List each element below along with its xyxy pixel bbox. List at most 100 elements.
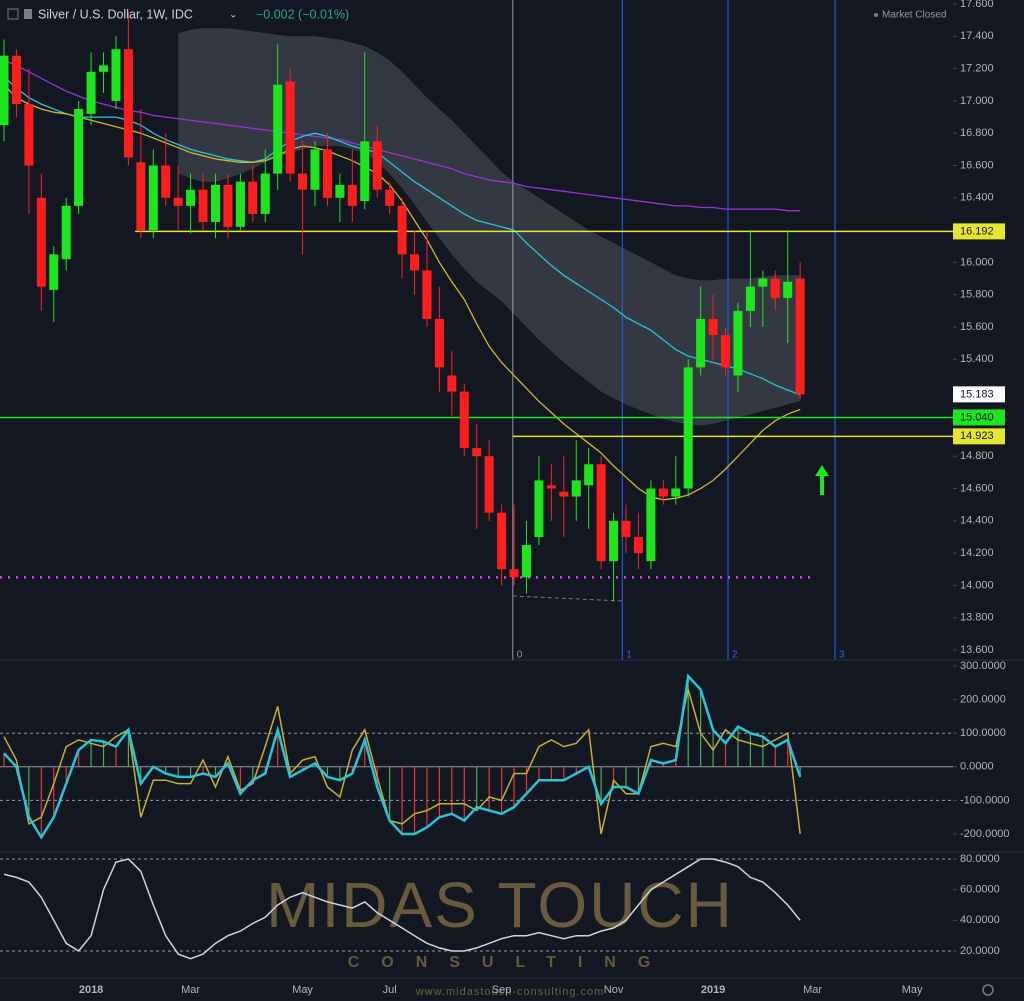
candle-body: [285, 81, 295, 174]
candle-body: [223, 184, 233, 227]
candle-body: [136, 162, 146, 231]
candle-body: [372, 141, 382, 190]
candle-body: [210, 184, 220, 223]
market-status: Market Closed: [882, 10, 946, 21]
candle-body: [459, 391, 469, 449]
symbol-title[interactable]: Silver / U.S. Dollar, 1W, IDC: [38, 7, 193, 21]
y-tick-label: 80.0000: [960, 853, 1000, 865]
level-label-box: [953, 223, 1005, 240]
candle-body: [360, 141, 370, 202]
candle-body: [497, 512, 507, 570]
candle-body: [0, 55, 9, 126]
candle-body: [646, 488, 656, 562]
candle-body: [621, 520, 631, 537]
y-tick-label: 300.0000: [960, 660, 1006, 672]
candle-body: [484, 456, 494, 513]
symbol-icon: [24, 9, 32, 19]
level-label: 16.192: [960, 225, 994, 237]
candle-body: [783, 281, 793, 298]
indicator-line: [3, 673, 802, 840]
candle-body: [335, 184, 345, 198]
y-tick-label: 14.600: [960, 482, 994, 494]
indicator-line: [3, 858, 801, 960]
candle-body: [758, 278, 768, 287]
candle-body: [658, 488, 668, 497]
candle-body: [24, 104, 34, 166]
candle-body: [61, 205, 71, 260]
candle-body: [422, 270, 432, 319]
y-tick-label: 15.600: [960, 321, 994, 333]
y-tick-label: 13.600: [960, 644, 994, 656]
dropdown-caret[interactable]: ⌄: [229, 10, 237, 21]
y-tick-label: 17.000: [960, 95, 994, 107]
candle-body: [434, 318, 444, 368]
x-tick-label: Jul: [383, 984, 397, 996]
moving-average: [3, 59, 801, 212]
y-tick-label: 13.800: [960, 612, 994, 624]
candle-body: [99, 65, 109, 72]
y-tick-label: 16.400: [960, 192, 994, 204]
candle-body: [347, 184, 357, 206]
time-zone-label: 0: [517, 650, 523, 661]
level-label: 14.923: [960, 430, 994, 442]
y-tick-label: 15.400: [960, 353, 994, 365]
x-tick-label: May: [292, 984, 313, 996]
candle-body: [173, 197, 183, 206]
time-zone-label: 1: [626, 650, 632, 661]
candle-body: [546, 485, 556, 489]
candle-body: [559, 491, 569, 497]
x-tick-label: Nov: [604, 984, 624, 996]
last-price-box: [953, 386, 1005, 403]
candle-body: [74, 108, 84, 206]
candle-body: [721, 335, 731, 368]
last-price-label: 15.183: [960, 388, 994, 400]
candle-body: [671, 488, 681, 497]
watermark-sub: CONSULTING: [348, 954, 673, 971]
y-tick-label: 14.200: [960, 547, 994, 559]
x-tick-label: 2018: [79, 984, 103, 996]
y-tick-label: 17.600: [960, 0, 994, 10]
y-tick-label: 17.400: [960, 30, 994, 42]
y-tick-label: 60.0000: [960, 884, 1000, 896]
watermark-brand: MIDAS TOUCH: [266, 869, 734, 941]
candle-body: [322, 149, 332, 198]
level-label-box: [953, 428, 1005, 445]
y-tick-label: 16.600: [960, 159, 994, 171]
candle-body: [534, 480, 544, 537]
price-change: −0.002 (−0.01%): [256, 7, 349, 21]
y-tick-label: 20.0000: [960, 945, 1000, 957]
watermark: MIDAS TOUCH CONSULTING www.midastouch-co…: [266, 869, 734, 998]
time-zone-label: 3: [839, 650, 845, 661]
collapse-button[interactable]: [7, 8, 19, 20]
x-tick-label: 2019: [701, 984, 725, 996]
candle-body: [36, 197, 46, 287]
x-tick-label: May: [902, 984, 923, 996]
candle-body: [123, 49, 133, 158]
candle-body: [410, 254, 420, 271]
y-tick-label: 17.200: [960, 63, 994, 75]
candle-body: [584, 464, 594, 486]
y-tick-label: 16.800: [960, 127, 994, 139]
candle-body: [11, 55, 21, 105]
y-tick-label: 100.0000: [960, 727, 1006, 739]
candle-body: [596, 464, 606, 562]
candle-body: [733, 310, 743, 376]
y-tick-label: 14.000: [960, 579, 994, 591]
candle-body: [521, 545, 531, 578]
y-tick-label: -200.0000: [960, 828, 1010, 840]
candle-body: [770, 278, 780, 298]
settings-icon[interactable]: [982, 984, 994, 996]
x-tick-label: Mar: [181, 984, 200, 996]
y-tick-label: 15.800: [960, 289, 994, 301]
y-tick-label: 40.0000: [960, 914, 1000, 926]
band-area: [178, 28, 801, 426]
x-tick-label: Sep: [492, 984, 512, 996]
candle-body: [273, 84, 283, 174]
candle-body: [310, 149, 320, 190]
candle-body: [745, 286, 755, 311]
time-zone-label: 2: [732, 650, 738, 661]
